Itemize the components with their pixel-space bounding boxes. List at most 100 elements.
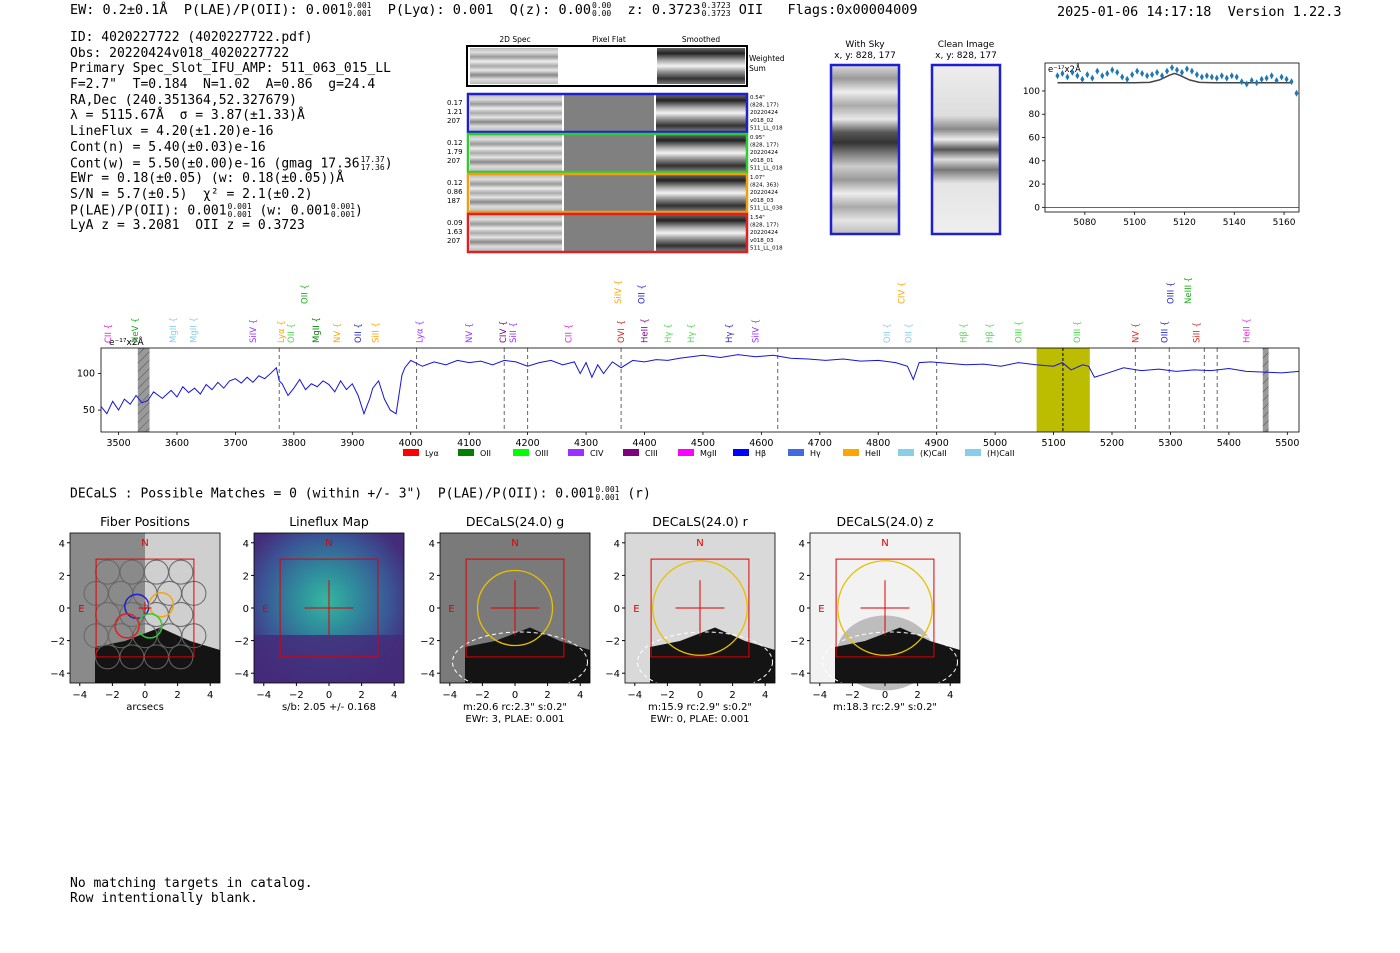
zoom-fit-chart: 5080 5100 5120 5140 5160 0 20 40 60 80 100 e⁻¹⁷x2Å bbox=[1023, 62, 1300, 228]
panel-xtick-label: −4 bbox=[442, 690, 457, 701]
zoom-data-point bbox=[1294, 89, 1299, 97]
decals-plae-lo: 0.001 bbox=[595, 493, 620, 502]
cutout-row-frame bbox=[466, 92, 749, 134]
emission-line-label: OVI { bbox=[617, 320, 627, 343]
emission-line-label: MgII { bbox=[312, 317, 322, 343]
emission-line-label: Lyα { bbox=[277, 320, 287, 343]
plae-w-lo: 0.001 bbox=[330, 209, 356, 219]
panel-ytick-label: −2 bbox=[605, 637, 620, 648]
zoom-data-point bbox=[1224, 74, 1229, 82]
zoom-data-point bbox=[1289, 78, 1294, 86]
emission-line-label: Hγ { bbox=[687, 323, 697, 343]
cutout-row-frame bbox=[466, 172, 749, 214]
z-value: z: 0.3723 bbox=[627, 2, 701, 18]
z-lo: 0.3723 bbox=[701, 9, 731, 18]
emission-line-label: MgII { bbox=[189, 317, 199, 343]
zoom-data-point bbox=[1194, 71, 1199, 79]
col-pixel-flat: Pixel Flat bbox=[592, 35, 626, 44]
zoom-data-point bbox=[1130, 71, 1135, 79]
legend-label: Hγ bbox=[810, 449, 821, 458]
panel-ytick-label: −4 bbox=[234, 669, 249, 680]
panel-ytick-label: −2 bbox=[50, 637, 65, 648]
panel-ytick-label: 0 bbox=[243, 604, 249, 615]
panel-xtick-label: −2 bbox=[105, 690, 120, 701]
emission-line-label: CIV { bbox=[898, 282, 908, 304]
info-plae-lo: 0.001 bbox=[227, 209, 252, 219]
zoom-data-point bbox=[1165, 67, 1170, 75]
panel-caption: m:20.6 rc:2.3" s:0.2" bbox=[463, 702, 567, 713]
legend-label: OIII bbox=[535, 449, 548, 458]
panel-xtick-label: 0 bbox=[142, 690, 148, 701]
panel-ytick-label: 4 bbox=[429, 539, 435, 550]
emission-line-label: Hβ { bbox=[985, 323, 995, 343]
search-box bbox=[835, 558, 935, 658]
cutout-right-label: 511_LL_018 bbox=[750, 245, 783, 251]
panel-xtick-label: −2 bbox=[845, 690, 860, 701]
sum-label: Sum bbox=[749, 64, 766, 73]
info-plae: P(LAE)/P(OII): 0.001 0.001 0.001 (w: 0.001… bbox=[70, 201, 363, 219]
spectrum-xtick-label: 5200 bbox=[1100, 438, 1124, 449]
zoom-ytick-label: 20 bbox=[1029, 180, 1041, 190]
north-label: N bbox=[881, 538, 888, 549]
decals-plae-hi: 0.001 bbox=[595, 485, 620, 494]
legend-swatch bbox=[458, 449, 474, 456]
flags-value: Flags:0x00004009 bbox=[787, 2, 918, 18]
search-box bbox=[279, 558, 379, 658]
zoom-data-point bbox=[1115, 68, 1120, 76]
zoom-data-point bbox=[1284, 75, 1289, 83]
panel-ytick-label: 0 bbox=[614, 604, 620, 615]
emission-line-label: NV { bbox=[333, 323, 343, 343]
plae-w-hi: 0.001 bbox=[330, 201, 356, 211]
legend-label: OII bbox=[480, 449, 491, 458]
contw-text: Cont(w) = 5.50(±0.00)e-16 (gmag 17.36 bbox=[70, 156, 360, 171]
panel-xtick-label: 0 bbox=[697, 690, 703, 701]
decals-panel: Fiber Positions N E 4 2 0 −2 −4 −4 −2 0 2 4 arcsecs bbox=[50, 514, 221, 713]
spectrum-xtick-label: 4000 bbox=[399, 438, 423, 449]
aperture-circle bbox=[652, 560, 748, 656]
panel-xtick-label: 4 bbox=[391, 690, 397, 701]
cutout-right-label: v018_02 bbox=[750, 118, 774, 124]
cutout-2d-image bbox=[470, 95, 562, 131]
panel-caption: arcsecs bbox=[126, 702, 164, 713]
galaxy-ellipse bbox=[452, 631, 588, 693]
spectrum-mask-region bbox=[137, 348, 150, 432]
legend-swatch bbox=[965, 449, 981, 456]
search-box bbox=[650, 558, 750, 658]
north-label: N bbox=[141, 538, 148, 549]
panel-ytick-label: 2 bbox=[614, 571, 620, 582]
decals-panel: DECaLS(24.0) z N E 4 2 0 −2 −4 −4 −2 0 2 4 m:18.3 rc:… bbox=[790, 514, 961, 713]
zoom-data-point bbox=[1095, 67, 1100, 75]
panel-ytick-label: −4 bbox=[420, 669, 435, 680]
plae-w-text: (w: 0.001 bbox=[259, 203, 330, 219]
zoom-data-point bbox=[1214, 74, 1219, 82]
info-lyaz: LyA z = 3.2081 OII z = 0.3723 bbox=[70, 218, 305, 234]
clean-image bbox=[930, 63, 1002, 236]
legend-swatch bbox=[623, 449, 639, 456]
panel-ytick-label: 2 bbox=[59, 571, 65, 582]
panel-xtick-label: 2 bbox=[729, 690, 735, 701]
zoom-xtick-label: 5160 bbox=[1273, 218, 1296, 228]
emission-line-label: Hβ { bbox=[960, 323, 970, 343]
panel-xtick-label: −4 bbox=[72, 690, 87, 701]
panel-ytick-label: −2 bbox=[420, 637, 435, 648]
panel-xtick-label: 4 bbox=[947, 690, 953, 701]
spectrum-xtick-label: 4600 bbox=[749, 438, 773, 449]
zoom-data-point bbox=[1125, 75, 1130, 83]
panel-caption: m:18.3 rc:2.9" s:0.2" bbox=[833, 702, 937, 713]
version: Version 1.22.3 bbox=[1227, 4, 1342, 20]
panel-ytick-label: 2 bbox=[429, 571, 435, 582]
plae-value: P(LAE)/P(OII): 0.001 bbox=[183, 2, 347, 18]
zoom-ytick-label: 80 bbox=[1029, 110, 1041, 120]
spectrum-xtick-label: 4400 bbox=[632, 438, 656, 449]
zoom-axes-frame bbox=[1044, 62, 1300, 213]
cutout-left-label: 1.63 bbox=[447, 228, 463, 236]
z-line: OII bbox=[738, 2, 764, 18]
emission-line-label: Lyα { bbox=[415, 320, 425, 343]
zoom-data-point bbox=[1189, 67, 1194, 75]
spectrum-xtick-label: 4500 bbox=[691, 438, 715, 449]
cutout-left-label: 0.09 bbox=[447, 219, 463, 227]
galaxy-ellipse bbox=[822, 631, 958, 693]
info-radec: RA,Dec (240.351364,52.327679) bbox=[70, 92, 297, 108]
